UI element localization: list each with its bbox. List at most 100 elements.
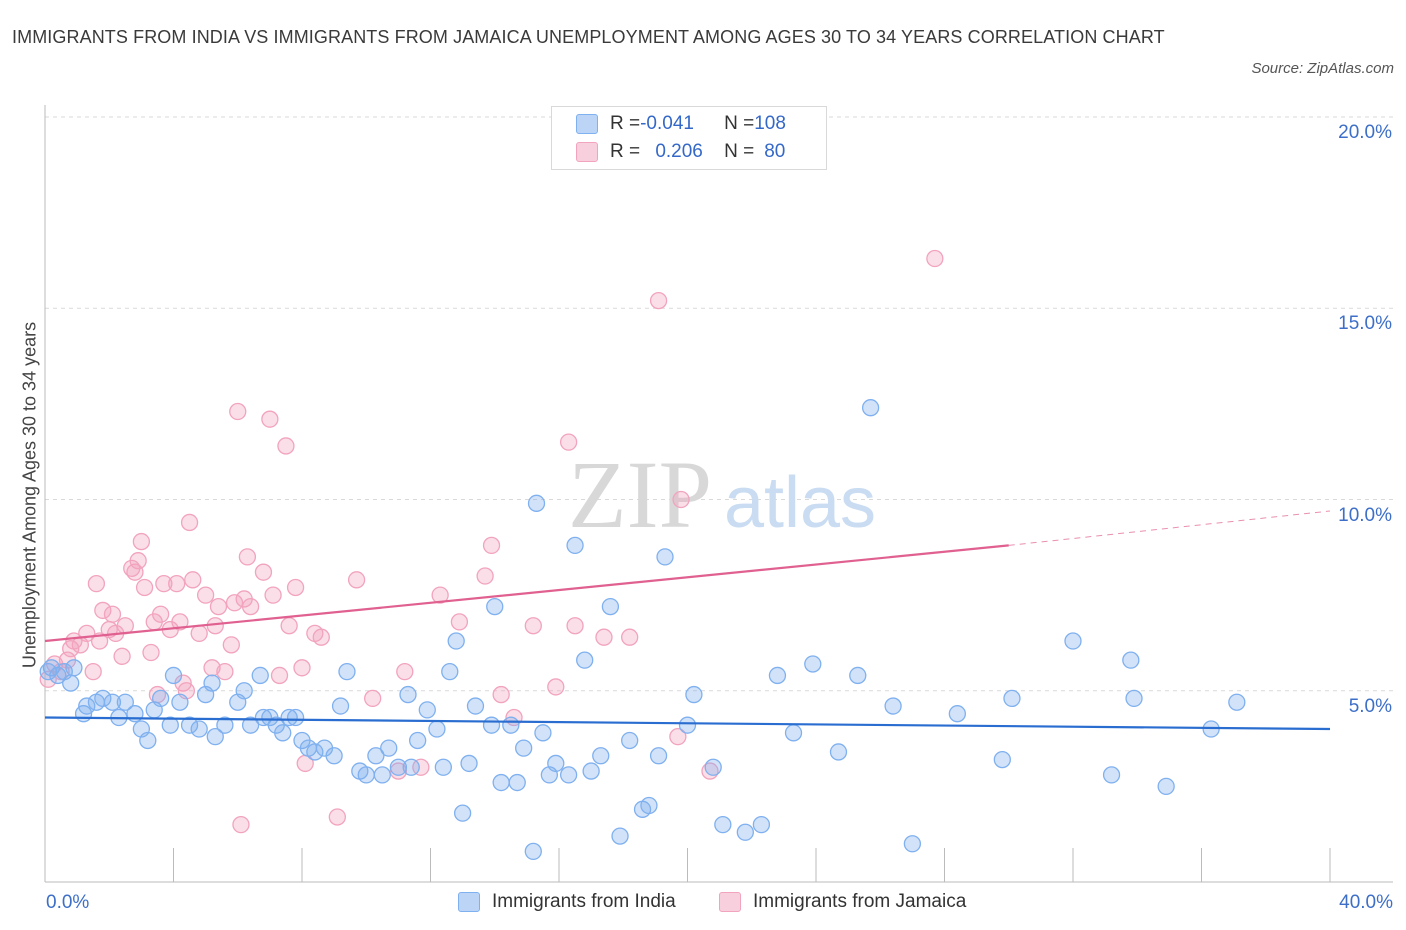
jamaica-point [312,628,330,646]
india-point [592,747,610,765]
jamaica-point [364,689,382,708]
india-point [325,747,343,765]
jamaica-point [103,605,122,623]
india-point [306,743,324,761]
india-point [534,724,552,742]
india-r-label: R = [610,113,641,134]
india-point [367,747,385,765]
india-point [582,762,600,780]
india-point [331,697,350,715]
india-point [139,731,157,750]
jamaica-point [286,578,305,597]
india-point [280,708,298,727]
bottom-india-label: Immigrants from India [492,891,676,912]
jamaica-point [450,613,469,631]
jamaica-n-label: N = [724,141,755,162]
india-point [601,597,620,616]
india-r-value: -0.041 [640,113,694,134]
india-point [849,666,867,685]
chart-title: IMMIGRANTS FROM INDIA VS IMMIGRANTS FROM… [12,27,1165,47]
india-point [768,666,787,685]
india-point [1003,689,1021,708]
india-point [161,716,179,734]
india-point [566,536,584,555]
india-point [903,835,922,853]
india-point [338,662,356,681]
jamaica-point [222,636,240,654]
india-point [399,685,417,704]
india-point [39,662,57,681]
jamaica-point [270,666,289,685]
india-point [621,731,639,750]
jamaica-point [196,586,215,604]
india-point [241,716,260,734]
india-point [492,773,510,792]
jamaica-point [559,433,578,451]
y-tick-label: 20.0% [1338,122,1392,143]
india-point [453,804,472,822]
jamaica-point [241,597,260,616]
grid-lines [45,116,1393,692]
legend-row-india: R = -0.041 N = 108 [576,111,786,137]
jamaica-point [132,532,151,551]
india-point [685,685,703,704]
y-tick-label: 5.0% [1348,695,1392,717]
axes [44,105,1393,883]
india-point [116,693,134,711]
india-point [78,697,96,715]
jamaica-point [492,685,510,704]
jamaica-point [524,617,542,635]
india-point [678,716,697,734]
india-point [559,766,578,784]
watermark-atlas: atlas [724,463,876,543]
india-point [752,815,771,834]
india-point [804,655,822,673]
jamaica-point [595,628,613,646]
jamaica-point [547,678,565,696]
jamaica-point [229,402,247,421]
jamaica-point [113,647,131,665]
india-point [502,716,520,734]
india-point [1125,689,1143,708]
india-point [1228,693,1246,711]
india-point [515,739,533,757]
india-point [704,758,722,776]
india-point [576,651,594,669]
india-point [164,666,183,685]
india-point [274,724,292,742]
india-point [1064,632,1082,650]
india-point [1102,766,1121,784]
jamaica-point [180,513,199,532]
india-point [251,666,269,685]
india-point [408,731,427,750]
india-point [508,773,526,792]
jamaica-point [280,617,298,635]
india-point [884,697,902,715]
india-point [1157,777,1175,796]
india-point [649,747,668,765]
india-point [784,724,803,742]
jamaica-point [347,571,366,589]
x-tick-label-min: 0.0% [46,892,90,913]
jamaica-point [566,617,584,635]
jamaica-point [396,662,414,681]
series-india-points [39,399,1246,861]
india-point [373,766,391,784]
jamaica-point [190,624,208,643]
watermark: ZIP atlas [568,441,876,548]
india-point [151,689,170,708]
india-point [441,662,459,681]
india-point [380,739,398,757]
trend-lines [44,510,1331,731]
jamaica-point [261,410,279,428]
india-point [482,716,501,734]
india-swatch [576,114,598,134]
y-tick-label: 10.0% [1338,504,1392,526]
jamaica-point [209,597,228,616]
india-point [357,766,375,784]
india-point [62,674,80,692]
india-point [254,708,273,727]
bottom-jamaica-swatch [719,892,741,912]
india-point [640,796,658,815]
